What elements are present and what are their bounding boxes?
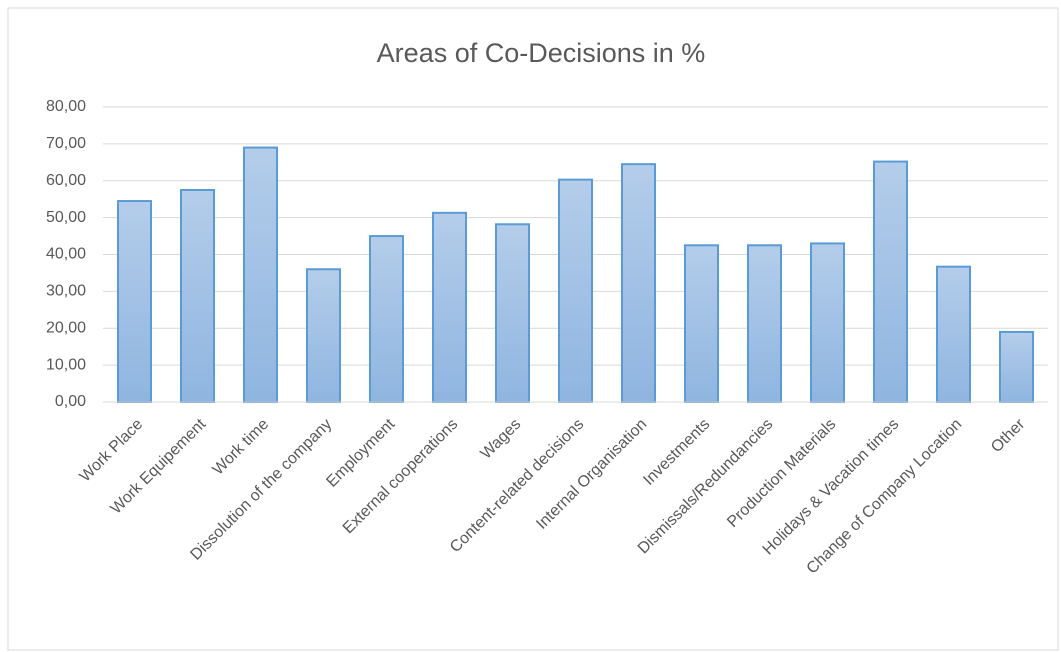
- bar: [243, 146, 278, 403]
- y-tick-label: 40,00: [46, 246, 86, 263]
- y-tick-label: 30,00: [46, 283, 86, 300]
- bar: [936, 265, 971, 404]
- bar: [747, 244, 782, 403]
- y-tick-label: 70,00: [46, 135, 86, 152]
- bar: [558, 178, 593, 403]
- y-tick-label: 80,00: [46, 98, 86, 115]
- y-tick-label: 10,00: [46, 356, 86, 373]
- y-tick-label: 20,00: [46, 319, 86, 336]
- bar: [369, 235, 404, 403]
- bar: [684, 244, 719, 403]
- bar: [810, 242, 845, 403]
- bar: [873, 160, 908, 403]
- y-tick-label: 0,00: [55, 393, 86, 410]
- bar: [621, 163, 656, 403]
- y-tick-label: 60,00: [46, 172, 86, 189]
- bar: [432, 211, 467, 403]
- y-tick-label: 50,00: [46, 209, 86, 226]
- bar: [999, 330, 1034, 403]
- bar: [117, 200, 152, 403]
- bar: [306, 268, 341, 403]
- bar: [180, 188, 215, 403]
- chart-title: Areas of Co-Decisions in %: [377, 38, 706, 68]
- bar: [495, 223, 530, 403]
